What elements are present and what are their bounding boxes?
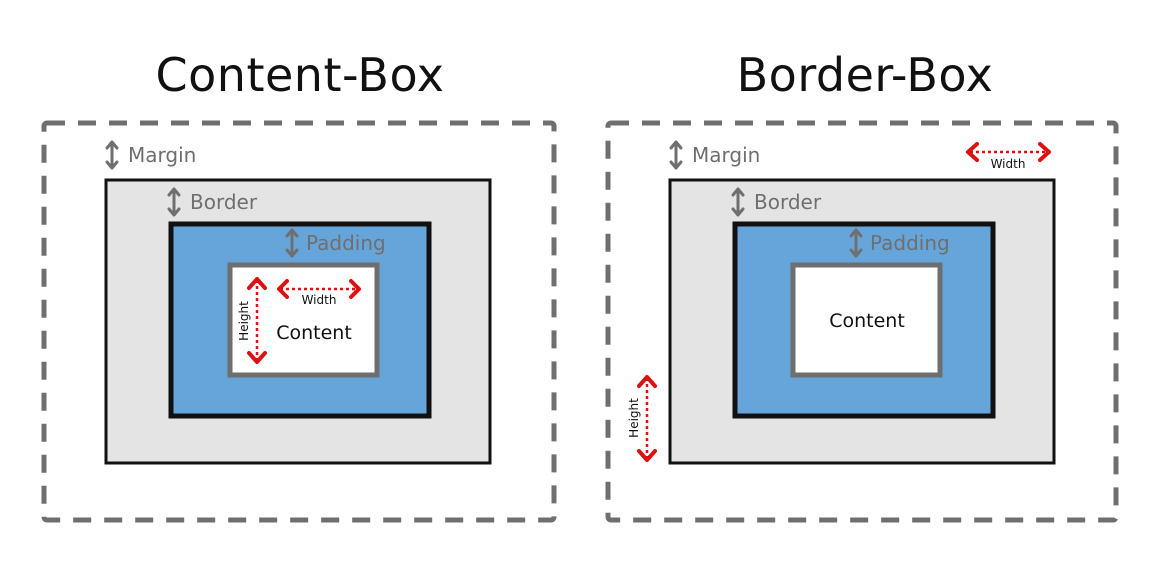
content-box-panel: Margin Border Padding Content Width Heig… <box>41 120 557 523</box>
height-dimension-icon <box>637 375 657 462</box>
width-label: Width <box>991 157 1026 171</box>
height-dimension-icon <box>247 277 267 364</box>
margin-label: Margin <box>692 143 760 167</box>
content-area <box>790 262 943 378</box>
content-label: Content <box>276 322 352 344</box>
border-label: Border <box>190 190 258 214</box>
width-dimension-icon <box>966 142 1051 162</box>
height-label: Height <box>627 398 641 438</box>
padding-label: Padding <box>870 231 950 255</box>
content-box-title: Content-Box <box>155 48 445 102</box>
margin-area-outline <box>605 120 1119 523</box>
border-label: Border <box>754 190 822 214</box>
border-box-title: Border-Box <box>736 48 994 102</box>
width-dimension-icon <box>277 279 361 299</box>
width-label: Width <box>302 293 337 307</box>
margin-label: Margin <box>128 143 196 167</box>
margin-vertical-arrow-icon <box>669 140 683 170</box>
margin-area-outline <box>41 120 557 523</box>
content-label: Content <box>829 310 905 332</box>
border-box-panel: Margin Border Padding Content Width Heig… <box>605 120 1119 523</box>
height-label: Height <box>237 301 251 341</box>
padding-label: Padding <box>306 231 386 255</box>
margin-vertical-arrow-icon <box>105 140 119 170</box>
